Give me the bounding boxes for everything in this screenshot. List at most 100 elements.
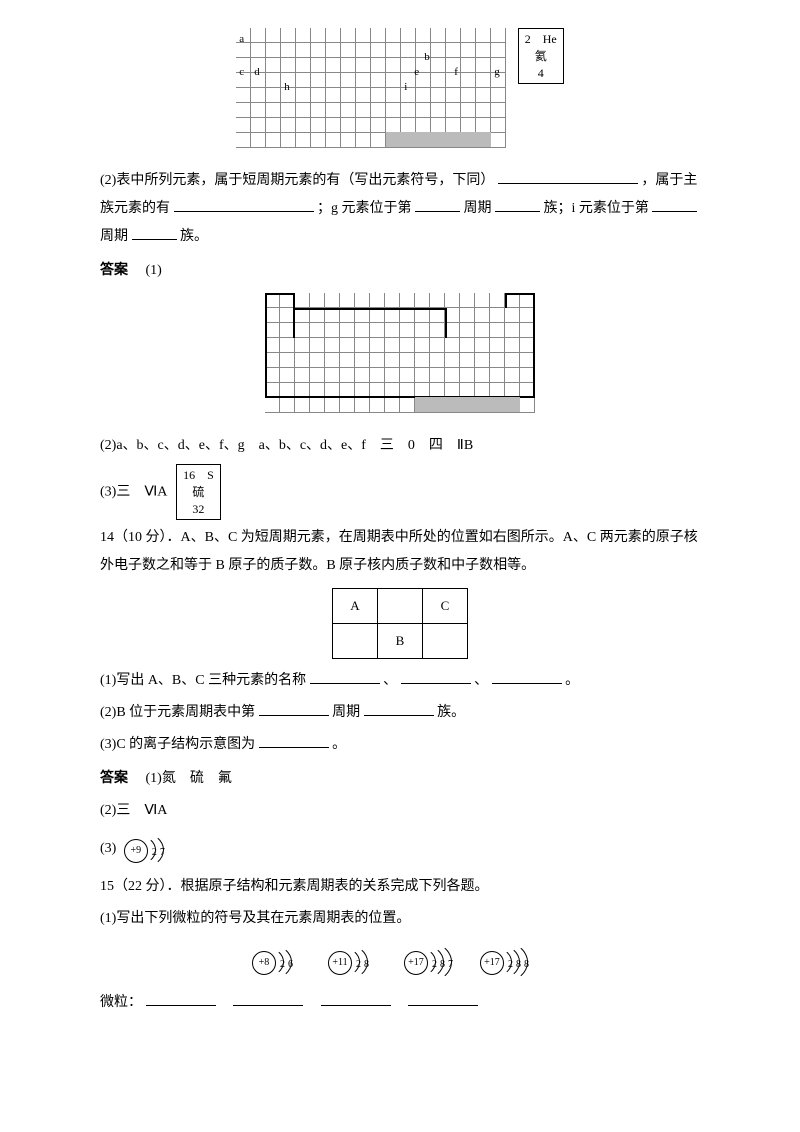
blank[interactable]	[401, 669, 471, 684]
electron-shell-icon: +9 2 7	[120, 829, 182, 869]
pt-outline	[295, 308, 445, 338]
q14-p1: (1)写出 A、B、C 三种元素的名称 、 、 。	[100, 667, 700, 695]
shell-n2: 7	[160, 843, 165, 863]
pt-label-g: g	[494, 61, 500, 83]
he-top: 2 He	[525, 31, 557, 48]
blank[interactable]	[498, 169, 638, 184]
s-top: 16 S	[183, 467, 214, 484]
abc-cell-a: A	[333, 589, 378, 624]
q2-text-5: 族；i 元素位于第	[544, 201, 649, 216]
q15-particle-line: 微粒：	[100, 989, 700, 1017]
blank[interactable]	[492, 669, 562, 684]
q14-ans3: (3) +9 2 7	[100, 829, 700, 869]
abc-cell-c: C	[423, 589, 468, 624]
pt-outline	[445, 308, 535, 338]
answer-label: 答案	[100, 261, 128, 277]
answer-1-prefix: (1)	[146, 263, 162, 278]
abc-cell-b: B	[378, 624, 423, 659]
q2-paragraph: (2)表中所列元素，属于短周期元素的有（写出元素符号，下同） ，属于主族元素的有…	[100, 167, 700, 251]
pt-outline	[265, 308, 295, 338]
q14-p3a: (3)C 的离子结构示意图为	[100, 737, 255, 752]
blank[interactable]	[321, 991, 391, 1006]
blank[interactable]	[495, 197, 540, 212]
abc-table: A C B	[332, 588, 468, 659]
pt-label-c: c	[239, 61, 244, 83]
q14-p2b: 周期	[332, 705, 360, 720]
element-s-box: 16 S 硫 32	[176, 464, 221, 520]
q14-sep: 、	[383, 673, 397, 688]
blank[interactable]	[132, 225, 177, 240]
q14-end: 。	[565, 673, 579, 688]
pt-label-h: h	[284, 76, 290, 98]
blank[interactable]	[408, 991, 478, 1006]
electron-shell-icon: +17288	[476, 941, 538, 981]
answer-3-line: (3)三 ⅥA 16 S 硫 32	[100, 464, 700, 520]
abc-cell-empty	[378, 589, 423, 624]
pt-outline	[265, 338, 535, 398]
q14-ans2: (2)三 ⅥA	[100, 797, 700, 825]
s-mid: 硫	[183, 484, 214, 501]
blank[interactable]	[310, 669, 380, 684]
pt-label-e: e	[414, 61, 419, 83]
periodic-fig-2	[100, 293, 700, 424]
blank[interactable]	[652, 197, 697, 212]
q14-p2: (2)B 位于元素周期表中第 周期 族。	[100, 699, 700, 727]
element-he-box: 2 He 氦 4	[518, 28, 564, 84]
shell-n1: 2	[152, 843, 157, 863]
pt-shade	[415, 397, 520, 412]
blank[interactable]	[259, 701, 329, 716]
q14-end: 。	[332, 737, 346, 752]
q14-sep: 、	[474, 673, 488, 688]
q14-ans1: (1)氮 硫 氟	[146, 771, 232, 786]
q14-intro: 14（10 分）．A、B、C 为短周期元素，在周期表中所处的位置如右图所示。A、…	[100, 524, 700, 580]
q14-answer-heading: 答案 (1)氮 硫 氟	[100, 763, 700, 793]
shell-n2: 6	[288, 955, 293, 975]
pt-outline	[505, 293, 535, 308]
q2-text-6: 周期	[100, 229, 128, 244]
s-bot: 32	[183, 501, 214, 518]
blank[interactable]	[364, 701, 434, 716]
pt-shade	[386, 132, 491, 147]
abc-cell-empty	[333, 624, 378, 659]
abc-cell-empty	[423, 624, 468, 659]
q14-ans3-pre: (3)	[100, 842, 116, 857]
shell-n3: 7	[448, 955, 453, 975]
pt-label-f: f	[454, 61, 458, 83]
q15-shells-row: +826 +1128 +17287 +17288	[100, 941, 700, 981]
answer-2-line: (2)a、b、c、d、e、f、g a、b、c、d、e、f 三 0 四 ⅡB	[100, 432, 700, 460]
electron-shell-icon: +826	[248, 941, 310, 981]
q15-p1: (1)写出下列微粒的符号及其在元素周期表的位置。	[100, 905, 700, 933]
q14-p2a: (2)B 位于元素周期表中第	[100, 705, 255, 720]
periodic-grid-2	[265, 293, 535, 413]
periodic-fig-1: a b c d e f g h i 2 He 氦 4	[100, 28, 700, 159]
q15-particle-label: 微粒：	[100, 995, 142, 1010]
pt-label-i: i	[404, 76, 407, 98]
blank[interactable]	[174, 197, 314, 212]
pt-label-b: b	[424, 46, 430, 68]
q14-p3: (3)C 的离子结构示意图为 。	[100, 731, 700, 759]
q14-p1-text: (1)写出 A、B、C 三种元素的名称	[100, 673, 306, 688]
electron-shell-icon: +17287	[400, 941, 462, 981]
blank[interactable]	[415, 197, 460, 212]
blank[interactable]	[259, 733, 329, 748]
shell-n3: 8	[524, 955, 529, 975]
shell-n2: 8	[364, 955, 369, 975]
q15-intro: 15（22 分）．根据原子结构和元素周期表的关系完成下列各题。	[100, 873, 700, 901]
pt-label-a: a	[239, 28, 244, 50]
q2-text-4: 周期	[464, 201, 492, 216]
q14-p2c: 族。	[437, 705, 465, 720]
he-bot: 4	[525, 65, 557, 82]
q2-text-3: ；g 元素位于第	[317, 201, 412, 216]
pt-outline	[265, 293, 295, 308]
q2-text-1: (2)表中所列元素，属于短周期元素的有（写出元素符号，下同）	[100, 173, 494, 188]
abc-table-fig: A C B	[100, 588, 700, 659]
pt-label-d: d	[254, 61, 260, 83]
electron-shell-icon: +1128	[324, 941, 386, 981]
blank[interactable]	[233, 991, 303, 1006]
answer-1-heading: 答案 (1)	[100, 255, 700, 285]
answer-3-text: (3)三 ⅥA	[100, 484, 167, 499]
blank[interactable]	[146, 991, 216, 1006]
answer-label: 答案	[100, 769, 128, 785]
q2-text-7: 族。	[180, 229, 208, 244]
he-mid: 氦	[525, 48, 557, 65]
